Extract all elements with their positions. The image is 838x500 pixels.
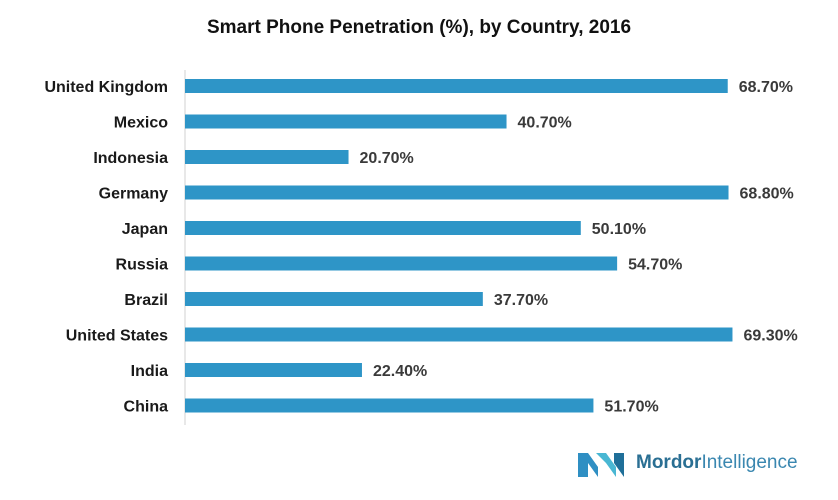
value-label: 68.70% [739, 79, 793, 96]
mordor-logo-icon [578, 453, 624, 477]
bar [185, 221, 581, 235]
category-label: Mexico [114, 115, 168, 132]
category-label: Japan [122, 221, 168, 238]
value-label: 22.40% [373, 363, 427, 380]
value-label: 54.70% [628, 257, 682, 274]
bar-chart: United Kingdom 68.70% Mexico 40.70% Indonesi… [44, 70, 798, 425]
bar [185, 185, 729, 200]
value-label: 51.70% [604, 399, 658, 416]
value-label: 69.30% [743, 328, 797, 345]
chart-title: Smart Phone Penetration (%), by Country,… [206, 17, 632, 38]
brand-name: MordorIntelligence [636, 452, 798, 474]
bar [185, 363, 362, 377]
brand-name-part2: Intelligence [701, 452, 798, 473]
value-label: 20.70% [360, 150, 414, 167]
bar [185, 114, 507, 129]
brand-logo: MordorIntelligence [578, 447, 798, 479]
category-label: India [131, 363, 168, 380]
value-label: 50.10% [592, 221, 646, 238]
category-label: United Kingdom [44, 79, 168, 96]
value-label: 68.80% [740, 186, 794, 203]
bar [185, 256, 618, 271]
bar [185, 398, 594, 413]
category-label: China [124, 399, 169, 416]
category-label: Germany [99, 186, 168, 203]
category-label: Indonesia [93, 150, 168, 167]
category-label: United States [66, 328, 168, 345]
bar [185, 327, 733, 342]
value-label: 40.70% [518, 115, 572, 132]
brand-name-part1: Mordor [636, 452, 702, 473]
value-label: 37.70% [494, 292, 548, 309]
bar [185, 79, 728, 93]
bar [185, 292, 483, 306]
bars-group: United Kingdom 68.70% Mexico 40.70% Indonesi… [44, 79, 798, 416]
bar [185, 150, 349, 164]
category-label: Russia [116, 257, 169, 274]
category-label: Brazil [124, 292, 168, 309]
